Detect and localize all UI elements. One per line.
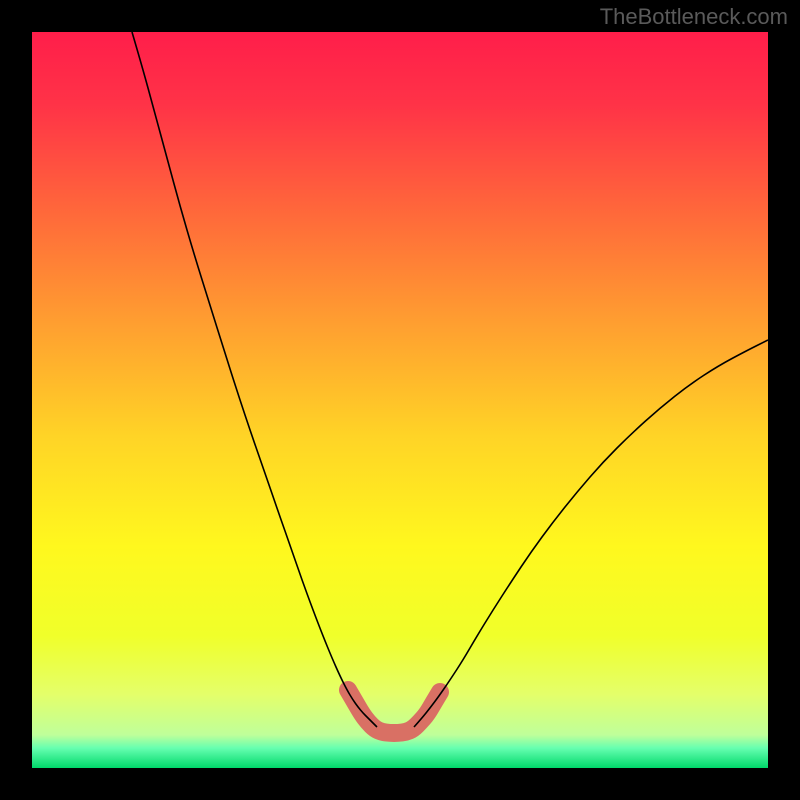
- plot-area: [32, 32, 768, 768]
- watermark-text: TheBottleneck.com: [600, 4, 788, 30]
- right-curve: [414, 340, 768, 727]
- left-curve: [132, 32, 377, 727]
- curves-layer: [32, 32, 768, 768]
